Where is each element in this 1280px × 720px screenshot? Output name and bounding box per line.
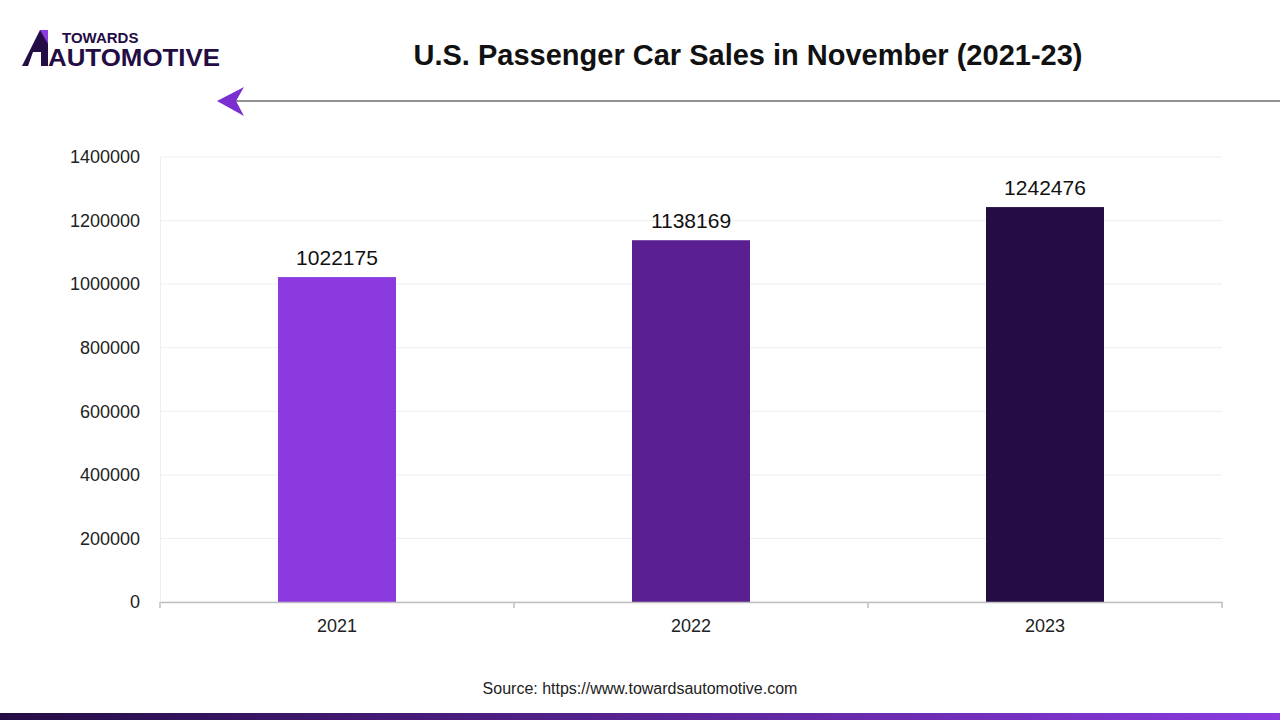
y-tick-label: 400000 xyxy=(80,465,140,485)
logo-icon-accent xyxy=(40,30,48,44)
header-arrow xyxy=(217,87,244,116)
data-labels: 1022175 1138169 1242476 xyxy=(296,176,1086,269)
x-band-divider xyxy=(159,602,161,608)
y-tick: 1000000 xyxy=(70,274,160,294)
x-tick: 2022 xyxy=(671,602,711,636)
logo-icon xyxy=(22,30,48,66)
title: U.S. Passenger Car Sales in November (20… xyxy=(414,39,1083,71)
logo-text-bottom: AUTOMOTIVE xyxy=(48,44,220,71)
x-tick: 2021 xyxy=(317,602,357,636)
y-tick-label: 1400000 xyxy=(70,147,140,167)
x-tick-label: 2023 xyxy=(1025,616,1065,636)
x-axis: 2021 2022 2023 xyxy=(160,602,1223,636)
y-tick-label: 1200000 xyxy=(70,211,140,231)
x-tick: 2023 xyxy=(1025,602,1065,636)
x-tick-label: 2022 xyxy=(671,616,711,636)
header-rule xyxy=(232,101,1280,102)
y-tick-label: 600000 xyxy=(80,402,140,422)
y-axis: 0 200000 400000 600000 800000 1000000 1200000 1… xyxy=(70,147,161,612)
x-band-divider xyxy=(513,602,515,608)
bars xyxy=(278,207,1104,602)
y-tick: 400000 xyxy=(80,465,160,485)
grid-line xyxy=(160,157,1222,158)
y-tick-label: 1000000 xyxy=(70,274,140,294)
y-tick: 0 xyxy=(130,592,160,612)
y-tick-label: 800000 xyxy=(80,338,140,358)
bar xyxy=(986,207,1104,602)
bottom-strip xyxy=(0,713,1280,720)
bar xyxy=(632,240,750,602)
y-tick: 200000 xyxy=(80,529,160,549)
x-axis-line xyxy=(161,602,1223,604)
y-tick: 600000 xyxy=(80,402,160,422)
y-tick-label: 0 xyxy=(130,592,140,612)
data-label: 1138169 xyxy=(651,209,731,232)
y-tick: 800000 xyxy=(80,338,160,358)
data-label: 1242476 xyxy=(1004,176,1086,199)
x-band-divider xyxy=(867,602,869,608)
source: Source: https://www.towardsautomotive.co… xyxy=(483,680,798,697)
data-label: 1022175 xyxy=(296,246,378,269)
y-axis-line xyxy=(160,158,161,603)
y-tick: 1200000 xyxy=(70,211,160,231)
bar xyxy=(278,277,396,602)
y-tick-label: 200000 xyxy=(80,529,140,549)
y-tick: 1400000 xyxy=(70,147,160,167)
x-band-divider xyxy=(1221,602,1223,608)
grid xyxy=(160,157,1222,602)
plot: 0 200000 400000 600000 800000 1000000 1200000 1… xyxy=(70,147,1223,636)
x-tick-label: 2021 xyxy=(317,616,357,636)
chart-svg: TOWARDSAUTOMOTIVEU.S. Passenger Car Sale… xyxy=(0,0,1280,720)
